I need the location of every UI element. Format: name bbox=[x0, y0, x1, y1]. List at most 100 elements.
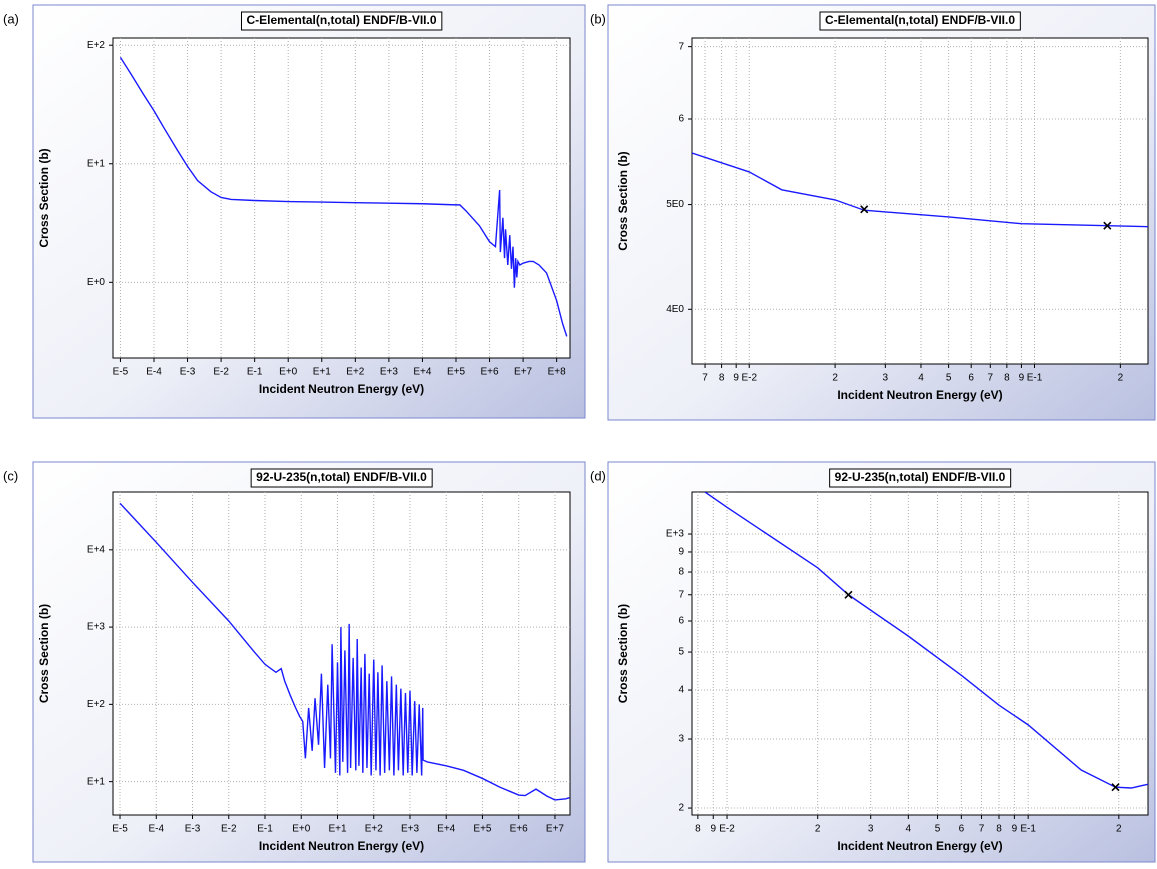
y-tick-label: E+0 bbox=[87, 277, 106, 288]
x-tick-label: E+4 bbox=[413, 367, 432, 378]
y-axis-label: Cross Section (b) bbox=[37, 604, 51, 703]
chart-title: 92-U-235(n,total) ENDF/B-VII.0 bbox=[835, 470, 1006, 484]
x-tick-label: 9 bbox=[710, 824, 716, 835]
x-tick-label: E+2 bbox=[346, 367, 365, 378]
x-tick-label: E-1 bbox=[247, 367, 263, 378]
x-tick-label: 4 bbox=[918, 373, 924, 384]
x-axis-label: Incident Neutron Energy (eV) bbox=[837, 839, 1002, 853]
x-tick-label: 4 bbox=[906, 824, 912, 835]
x-tick-label: E-3 bbox=[180, 367, 196, 378]
x-axis-label: Incident Neutron Energy (eV) bbox=[837, 388, 1002, 402]
y-tick-label: E+3 bbox=[666, 529, 685, 540]
point-marker bbox=[844, 590, 853, 599]
y-tick-label: 2 bbox=[678, 803, 684, 814]
y-tick-label: 6 bbox=[678, 114, 684, 125]
y-tick-label: E+2 bbox=[87, 699, 106, 710]
x-tick-label: 5 bbox=[935, 824, 941, 835]
x-tick-label: E-1 bbox=[1027, 373, 1043, 384]
x-tick-label: 7 bbox=[702, 373, 708, 384]
x-tick-label: E-2 bbox=[221, 824, 237, 835]
x-tick-label: 9 bbox=[1019, 373, 1025, 384]
x-tick-label: E+4 bbox=[437, 824, 456, 835]
plot-area bbox=[112, 37, 571, 359]
marker-stroke bbox=[860, 205, 869, 214]
title-box bbox=[829, 468, 1012, 488]
x-tick-label: E-1 bbox=[1020, 824, 1036, 835]
x-tick-label: E-1 bbox=[257, 824, 273, 835]
panel-label: (b) bbox=[590, 11, 606, 26]
x-tick-label: E-3 bbox=[185, 824, 201, 835]
plot-area bbox=[691, 491, 1149, 816]
title-box bbox=[819, 11, 1021, 31]
point-marker bbox=[1103, 221, 1112, 230]
panel-label: (c) bbox=[3, 468, 18, 483]
y-tick-label: 6 bbox=[678, 616, 684, 627]
x-tick-label: 6 bbox=[959, 824, 965, 835]
x-tick-label: E+3 bbox=[401, 824, 420, 835]
x-axis-label: Incident Neutron Energy (eV) bbox=[259, 382, 424, 396]
y-tick-label: E+1 bbox=[87, 158, 106, 169]
x-tick-label: E+7 bbox=[514, 367, 533, 378]
marker-stroke bbox=[1111, 783, 1120, 792]
chart-title: C-Elemental(n,total) ENDF/B-VII.0 bbox=[825, 13, 1015, 27]
x-tick-label: E+3 bbox=[380, 367, 399, 378]
title-box bbox=[250, 468, 433, 488]
marker-stroke bbox=[1103, 221, 1112, 230]
y-tick-label: 7 bbox=[678, 589, 684, 600]
x-tick-label: E+5 bbox=[447, 367, 466, 378]
y-axis-label: Cross Section (b) bbox=[616, 604, 630, 703]
chart-panel: (d)8 9 E-2 2 3 4 5 6 7 8 9 E-1 223456789E+3Incident … bbox=[590, 461, 1156, 863]
x-tick-label: 6 bbox=[968, 373, 974, 384]
y-tick-label: 5 bbox=[678, 647, 684, 658]
x-tick-label: E-2 bbox=[719, 824, 735, 835]
x-tick-label: 8 bbox=[719, 373, 725, 384]
x-tick-label: 2 bbox=[832, 373, 838, 384]
x-tick-label: E+6 bbox=[481, 367, 500, 378]
x-tick-label: 9 bbox=[1012, 824, 1018, 835]
x-tick-label: E-4 bbox=[146, 367, 162, 378]
x-tick-label: E+1 bbox=[328, 824, 347, 835]
y-tick-label: 3 bbox=[678, 734, 684, 745]
y-tick-label: E+3 bbox=[87, 622, 106, 633]
y-tick-label: E+4 bbox=[87, 544, 106, 555]
data-line bbox=[704, 492, 1148, 789]
x-tick-label: 8 bbox=[695, 824, 701, 835]
x-tick-label: 3 bbox=[883, 373, 889, 384]
x-tick-label: 5 bbox=[946, 373, 952, 384]
panel-label: (a) bbox=[3, 11, 19, 26]
x-tick-label: E+2 bbox=[365, 824, 384, 835]
point-marker bbox=[1111, 783, 1120, 792]
x-tick-label: 8 bbox=[996, 824, 1002, 835]
y-axis-label: Cross Section (b) bbox=[616, 151, 630, 250]
y-tick-label: 8 bbox=[678, 567, 684, 578]
y-tick-label: E+2 bbox=[87, 40, 106, 51]
y-tick-label: 5E0 bbox=[666, 199, 684, 210]
x-tick-label: 7 bbox=[979, 824, 985, 835]
marker-stroke bbox=[844, 590, 853, 599]
x-tick-label: 9 bbox=[733, 373, 739, 384]
x-tick-label: E+7 bbox=[546, 824, 565, 835]
y-tick-label: 4 bbox=[678, 685, 684, 696]
x-tick-label: 2 bbox=[815, 824, 821, 835]
x-tick-label: E+5 bbox=[473, 824, 492, 835]
plot-area bbox=[691, 37, 1149, 365]
x-tick-label: E+0 bbox=[279, 367, 298, 378]
x-tick-label: 2 bbox=[1116, 824, 1122, 835]
y-axis-label: Cross Section (b) bbox=[37, 148, 51, 247]
y-tick-label: 4E0 bbox=[666, 304, 684, 315]
chart-title: C-Elemental(n,total) ENDF/B-VII.0 bbox=[246, 13, 436, 27]
y-tick-label: 7 bbox=[678, 41, 684, 52]
data-line bbox=[119, 56, 568, 337]
x-tick-label: E-5 bbox=[112, 824, 128, 835]
point-marker bbox=[860, 205, 869, 214]
x-tick-label: E+1 bbox=[313, 367, 332, 378]
data-line bbox=[119, 502, 570, 801]
x-tick-label: 7 bbox=[988, 373, 994, 384]
x-tick-label: E-2 bbox=[213, 367, 229, 378]
y-tick-label: E+1 bbox=[87, 776, 106, 787]
x-tick-label: 8 bbox=[1004, 373, 1010, 384]
title-box bbox=[240, 11, 443, 31]
